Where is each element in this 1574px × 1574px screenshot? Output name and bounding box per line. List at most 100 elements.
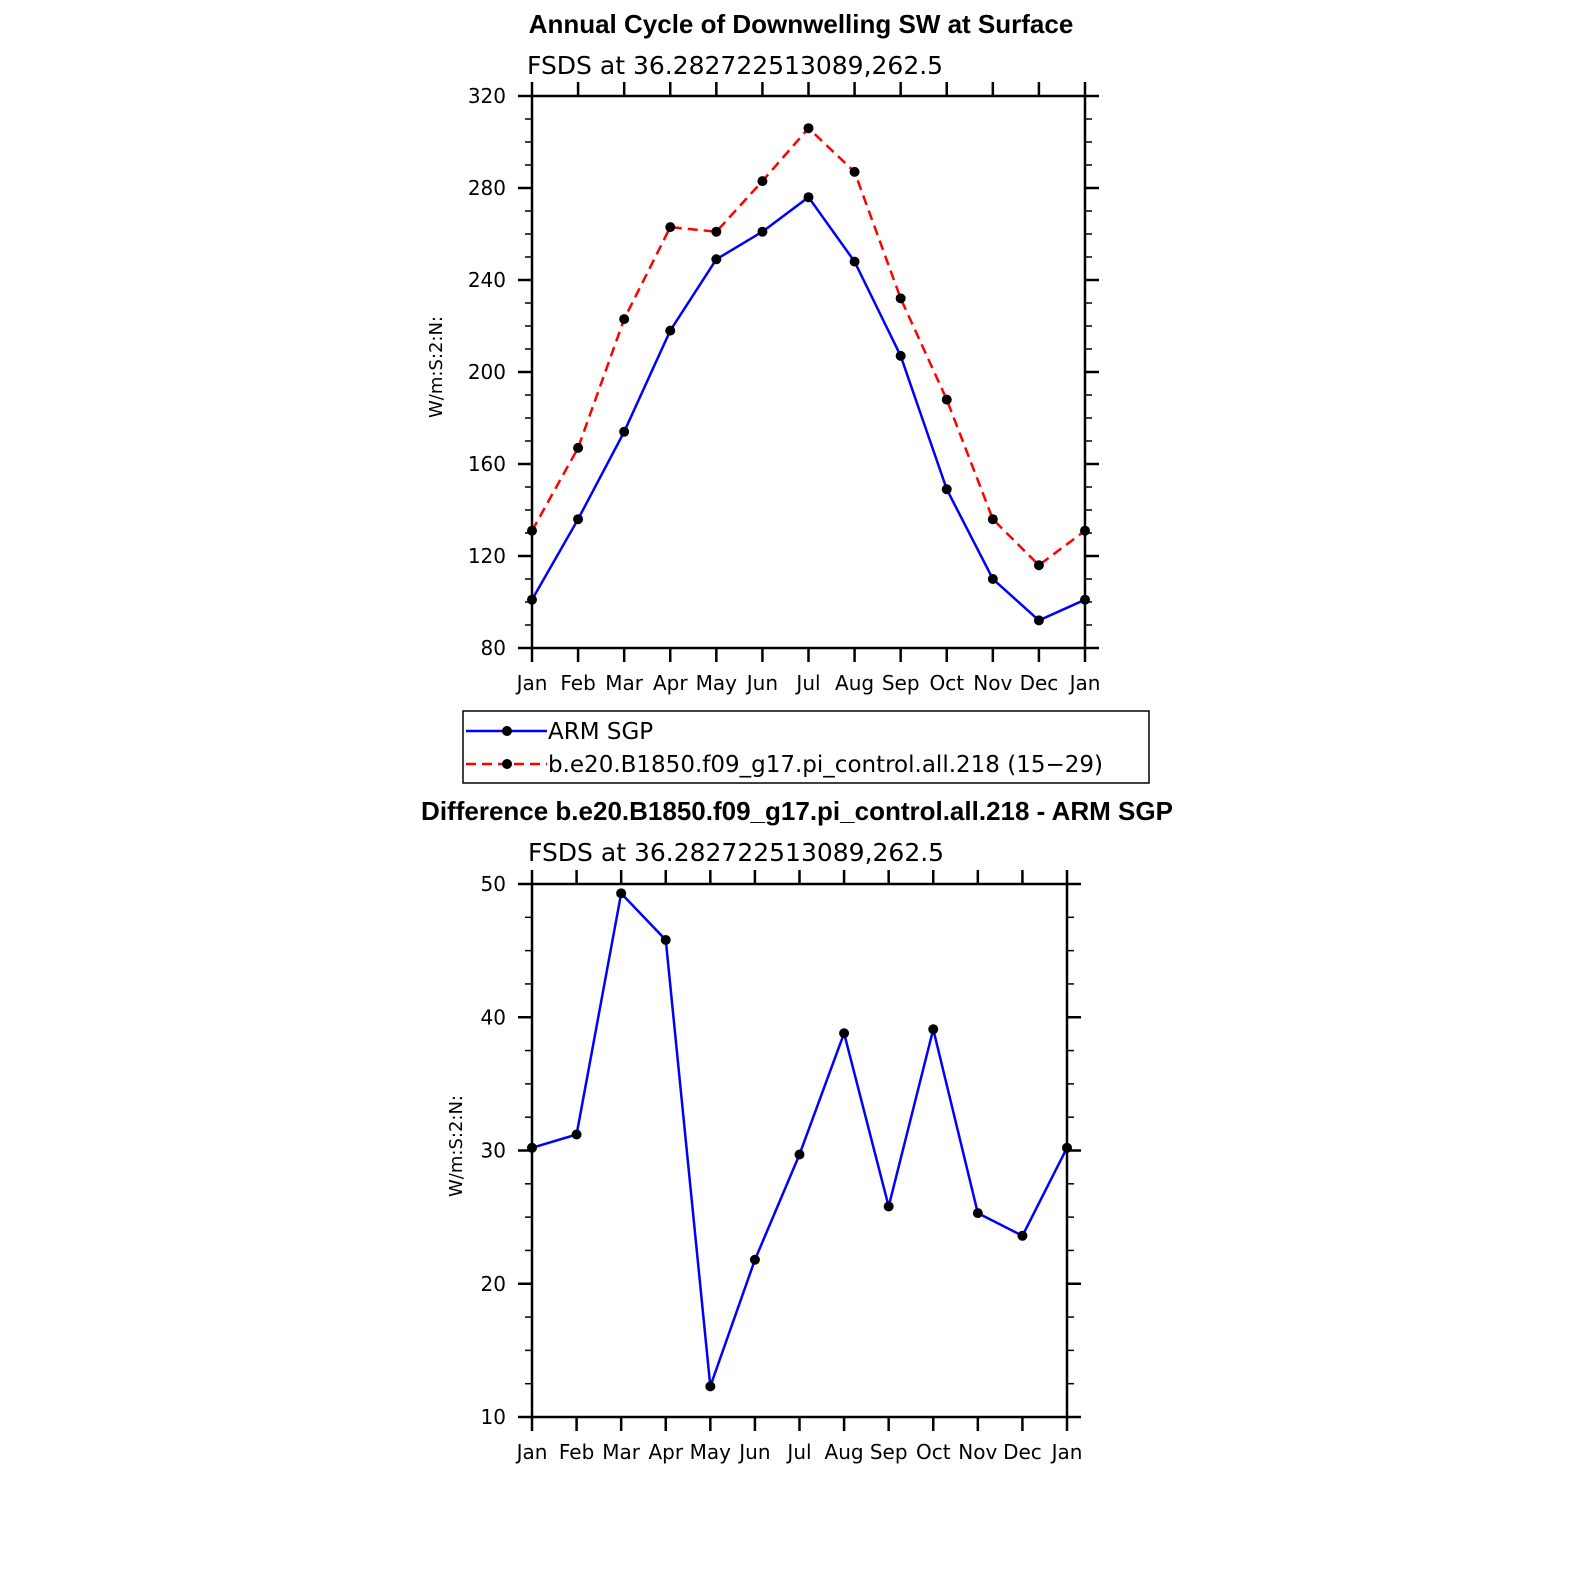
plot-frame xyxy=(530,94,1087,650)
x-tick-label: Mar xyxy=(605,671,644,695)
legend-marker-model xyxy=(502,759,512,769)
chart-title: Difference b.e20.B1850.f09_g17.pi_contro… xyxy=(421,796,1173,826)
x-tick-label: Oct xyxy=(916,1440,951,1464)
series-line-a xyxy=(530,195,1086,622)
data-point xyxy=(839,1028,850,1039)
x-tick-label: Jun xyxy=(737,1440,770,1464)
x-tick-label: Apr xyxy=(648,1440,683,1464)
data-point xyxy=(883,1201,894,1212)
y-axis-label: W/m:S:2:N: xyxy=(426,316,447,418)
data-point xyxy=(757,176,768,187)
plot-border xyxy=(530,94,1087,650)
x-tick-label: May xyxy=(696,671,738,695)
data-point xyxy=(895,293,906,304)
x-tick-label: Nov xyxy=(973,671,1012,695)
legend: ARM SGP b.e20.B1850.f09_g17.pi_control.a… xyxy=(462,710,1150,784)
data-point xyxy=(1033,560,1044,571)
x-tick-label: Dec xyxy=(1020,671,1059,695)
data-point xyxy=(749,1254,760,1265)
data-point xyxy=(711,226,722,237)
data-point xyxy=(757,226,768,237)
x-tick-label: Feb xyxy=(560,671,595,695)
data-point xyxy=(660,934,671,945)
data-point xyxy=(1017,1230,1028,1241)
data-point xyxy=(571,1129,582,1140)
y-tick-label: 80 xyxy=(481,636,506,660)
x-axis-ticks: Jan Feb Mar Apr May Jun Jul Aug Sep Oct Nov Dec Jan xyxy=(515,870,1083,1464)
data-point xyxy=(705,1381,716,1392)
legend-marker-obs xyxy=(502,726,512,736)
data-point xyxy=(711,254,722,265)
data-point xyxy=(665,222,676,233)
y-tick-label: 120 xyxy=(468,544,506,568)
x-tick-label: Aug xyxy=(835,671,874,695)
data-point xyxy=(895,350,906,361)
data-point xyxy=(527,1142,537,1153)
data-point xyxy=(616,888,627,899)
x-axis-ticks: Jan Feb Mar Apr May Jun Jul Aug Sep Oct Nov Dec Jan xyxy=(515,82,1101,695)
data-point xyxy=(794,1149,805,1160)
data-point xyxy=(941,484,952,495)
y-tick-label: 160 xyxy=(468,452,506,476)
data-point xyxy=(849,166,860,177)
y-tick-label: 40 xyxy=(481,1005,506,1029)
y-tick-label: 20 xyxy=(481,1272,506,1296)
x-tick-label: Jul xyxy=(794,671,820,695)
series-layer xyxy=(527,888,1072,1392)
data-point xyxy=(573,442,584,453)
x-tick-label: Dec xyxy=(1003,1440,1042,1464)
y-tick-label: 30 xyxy=(481,1139,506,1163)
x-tick-label: Nov xyxy=(958,1440,997,1464)
chart-subtitle: FSDS at 36.282722513089,262.5 xyxy=(528,838,944,867)
x-tick-label: May xyxy=(690,1440,732,1464)
y-tick-label: 50 xyxy=(481,872,506,896)
data-point xyxy=(987,514,998,525)
series-line-a xyxy=(531,890,1069,1387)
chart-title: Annual Cycle of Downwelling SW at Surfac… xyxy=(529,9,1074,39)
data-point xyxy=(928,1024,939,1035)
x-tick-label: Jan xyxy=(1050,1440,1083,1464)
legend-box xyxy=(462,710,1150,784)
y-axis-ticks: 80 120 160 200 240 280 320 xyxy=(468,84,1099,660)
data-point xyxy=(987,574,998,584)
series-layer xyxy=(527,123,1090,626)
x-tick-label: Jan xyxy=(1068,671,1101,695)
data-point xyxy=(849,256,860,267)
data-point xyxy=(619,426,630,437)
y-tick-label: 200 xyxy=(468,360,506,384)
x-tick-label: Sep xyxy=(870,1440,908,1464)
x-tick-label: Jan xyxy=(515,671,548,695)
y-tick-label: 240 xyxy=(468,268,506,292)
data-point xyxy=(972,1208,983,1219)
data-point xyxy=(527,525,537,536)
data-point xyxy=(1080,525,1090,536)
x-tick-label: Apr xyxy=(653,671,688,695)
x-tick-label: Sep xyxy=(882,671,920,695)
y-axis-ticks: 10 20 30 40 50 xyxy=(481,872,1081,1429)
y-tick-label: 10 xyxy=(481,1405,506,1429)
x-tick-label: Aug xyxy=(825,1440,864,1464)
data-point xyxy=(1033,615,1044,626)
annual-cycle-chart: Annual Cycle of Downwelling SW at Surfac… xyxy=(426,9,1150,784)
legend-label-model: b.e20.B1850.f09_g17.pi_control.all.218 (… xyxy=(548,752,1103,778)
data-point xyxy=(1062,1142,1072,1153)
data-point xyxy=(803,192,814,203)
y-tick-label: 320 xyxy=(468,84,506,108)
data-point xyxy=(665,325,676,336)
x-tick-label: Jan xyxy=(515,1440,548,1464)
data-point xyxy=(619,314,630,325)
x-tick-label: Jul xyxy=(785,1440,811,1464)
legend-label-obs: ARM SGP xyxy=(548,719,653,745)
data-point xyxy=(803,123,814,134)
y-tick-label: 280 xyxy=(468,176,506,200)
data-point xyxy=(527,594,537,605)
data-point xyxy=(941,394,952,405)
difference-chart: Difference b.e20.B1850.f09_g17.pi_contro… xyxy=(421,796,1173,1464)
x-tick-label: Mar xyxy=(602,1440,641,1464)
data-point xyxy=(573,514,584,525)
x-tick-label: Feb xyxy=(559,1440,594,1464)
x-tick-label: Jun xyxy=(745,671,778,695)
y-axis-label: W/m:S:2:N: xyxy=(446,1095,467,1197)
chart-subtitle: FSDS at 36.282722513089,262.5 xyxy=(527,51,943,80)
